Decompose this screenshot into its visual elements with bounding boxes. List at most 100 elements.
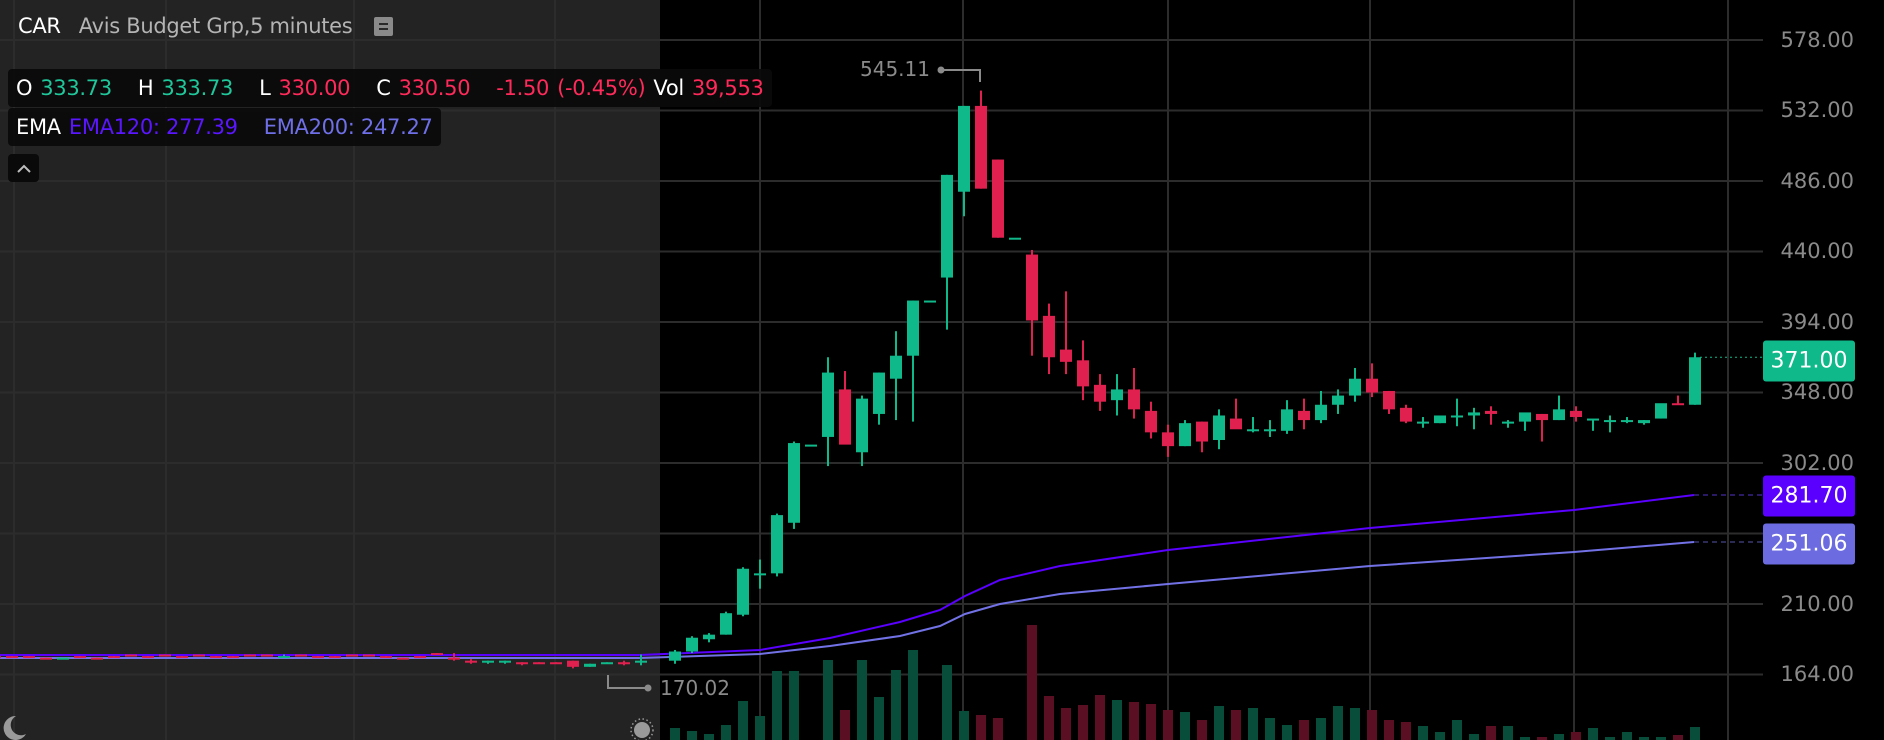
candle: [1519, 412, 1531, 422]
volume-bar: [993, 718, 1003, 740]
volume-bar: [1095, 695, 1105, 740]
candle: [788, 443, 800, 523]
volume-bar: [1435, 732, 1445, 740]
candle: [1383, 390, 1395, 410]
low-value: 330.00: [278, 76, 351, 100]
candle: [1332, 395, 1344, 405]
candle: [669, 651, 681, 661]
volume-bar: [1469, 734, 1479, 740]
volume-bar: [1554, 734, 1564, 740]
price-axis-label: 578.00: [1780, 28, 1854, 52]
candle: [1247, 429, 1259, 432]
candle: [1502, 421, 1514, 424]
chart-title: CAR Avis Budget Grp,5 minutes: [18, 14, 394, 38]
volume-bar: [891, 670, 901, 740]
candle: [1230, 418, 1242, 430]
candle: [1043, 315, 1055, 358]
volume-bar: [1129, 702, 1139, 740]
candle: [703, 634, 715, 640]
premarket-candle: [363, 654, 375, 657]
premarket-candle: [635, 660, 647, 663]
candle: [686, 637, 698, 652]
volume-bar: [976, 715, 986, 740]
volume-bar: [1350, 708, 1360, 740]
candle: [1111, 389, 1123, 401]
volume-bar: [1231, 710, 1241, 740]
volume-bar: [1571, 732, 1581, 740]
candle: [1298, 410, 1310, 421]
candle: [1417, 421, 1429, 424]
candle: [1264, 429, 1276, 432]
premarket-candle: [618, 662, 630, 665]
candle: [1060, 349, 1072, 362]
volume-bar: [942, 665, 952, 740]
candle: [1281, 409, 1293, 431]
candle: [975, 105, 987, 189]
premarket-candle: [431, 653, 443, 656]
price-axis-label: 440.00: [1780, 239, 1854, 264]
candle: [992, 159, 1004, 238]
instrument-name: Avis Budget Grp,5 minutes: [78, 14, 353, 38]
sun-rays-icon: [630, 718, 654, 740]
candle: [1638, 420, 1650, 424]
premarket-candle: [601, 662, 613, 665]
candle: [839, 389, 851, 445]
last-price-tag: 371.00: [1763, 340, 1855, 382]
premarket-candle: [227, 656, 239, 659]
premarket-candle: [40, 657, 52, 660]
volume-bar: [1418, 726, 1428, 740]
ema200-line: [0, 541, 1695, 659]
candle: [1621, 420, 1633, 423]
volume-bar: [1265, 718, 1275, 740]
candle: [720, 613, 732, 635]
premarket-candle: [380, 656, 392, 659]
candle: [1434, 415, 1446, 424]
candle: [941, 174, 953, 278]
volume-bar: [1673, 735, 1683, 740]
candle: [1655, 403, 1667, 419]
note-icon[interactable]: [374, 16, 394, 36]
premarket-candle: [23, 656, 35, 659]
candle: [1315, 404, 1327, 421]
volume-bar: [721, 725, 731, 740]
ema-legend[interactable]: EMA EMA120: 277.39 EMA200: 247.27: [8, 108, 441, 146]
volume-bar: [1622, 732, 1632, 740]
high-annotation-leader: [941, 69, 981, 82]
collapse-legend-button[interactable]: [8, 154, 39, 182]
price-axis-label: 210.00: [1780, 591, 1854, 616]
volume-bar: [772, 671, 782, 740]
candle: [1094, 384, 1106, 402]
premarket-candle: [261, 654, 273, 657]
price-axis-label: 164.00: [1780, 662, 1854, 687]
volume-bar: [1112, 700, 1122, 740]
premarket-candle: [584, 663, 596, 667]
high-value: 333.73: [161, 76, 234, 100]
volume-bar: [1214, 706, 1224, 740]
candle: [1604, 420, 1616, 423]
volume-bar: [1690, 727, 1700, 740]
premarket-candle: [448, 657, 460, 660]
candle: [1145, 410, 1157, 433]
volume-bar: [840, 710, 850, 740]
volume-bar: [1588, 728, 1598, 740]
volume-value: 39,553: [691, 76, 764, 100]
premarket-candle: [499, 660, 511, 663]
price-axis-label: 348.00: [1780, 380, 1854, 405]
premarket-candle: [142, 656, 154, 659]
low-annotation: 170.02: [660, 676, 730, 700]
premarket-candle: [414, 656, 426, 659]
premarket-candle: [244, 654, 256, 657]
candle: [873, 372, 885, 414]
volume-bar: [959, 711, 969, 740]
price-axis-label: 394.00: [1780, 309, 1854, 334]
premarket-candle: [482, 660, 494, 663]
candle: [924, 300, 936, 303]
open-label: O: [16, 76, 33, 100]
volume-bar: [1078, 705, 1088, 740]
premarket-candle: [278, 656, 290, 659]
volume-bar: [1163, 710, 1173, 740]
symbol[interactable]: CAR: [18, 14, 61, 38]
volume-bar: [1061, 708, 1071, 740]
volume-bar: [1197, 720, 1207, 740]
open-value: 333.73: [40, 76, 112, 100]
